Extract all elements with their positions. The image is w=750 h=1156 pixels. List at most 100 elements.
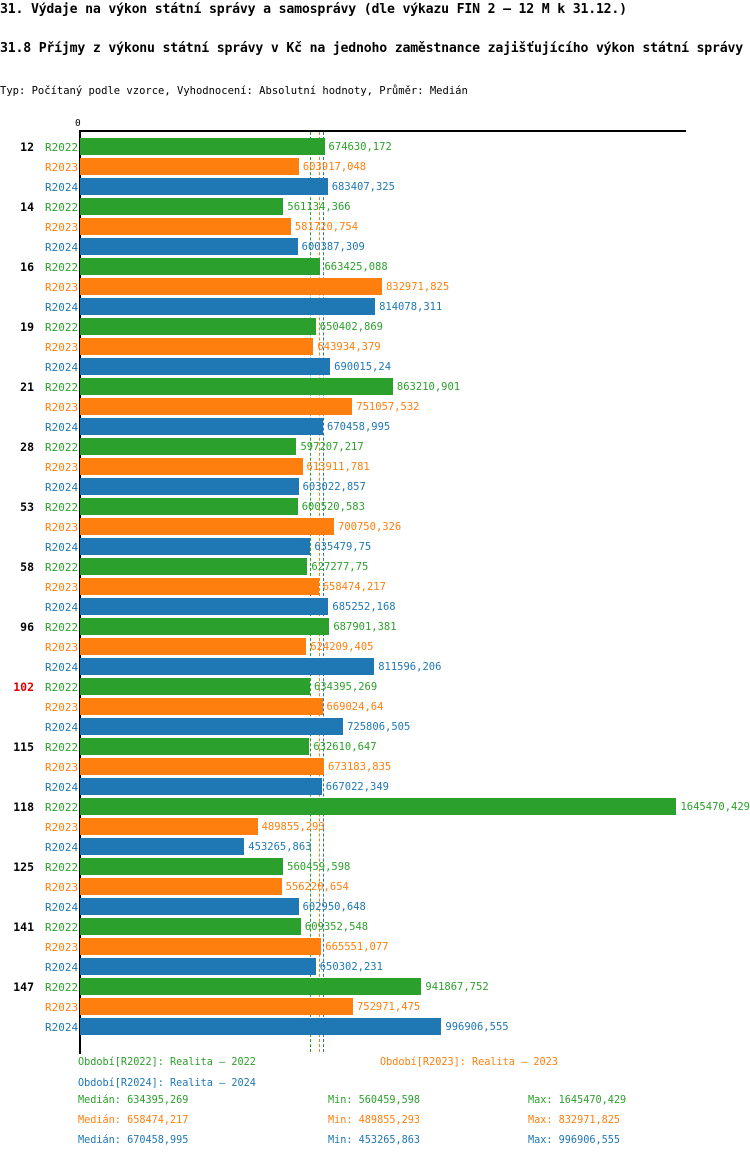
bar-r2022[interactable]: [80, 858, 284, 875]
series-label-r2022[interactable]: R2022: [45, 621, 79, 634]
bar-r2022[interactable]: [80, 198, 284, 215]
series-label-r2022[interactable]: R2022: [45, 861, 79, 874]
series-label-r2023[interactable]: R2023: [45, 761, 79, 774]
legend-item-r2024[interactable]: Období[R2024]: Realita – 2024: [78, 1078, 256, 1089]
series-label-r2022[interactable]: R2022: [45, 801, 79, 814]
series-label-r2022[interactable]: R2022: [45, 141, 79, 154]
bar-r2022[interactable]: [80, 978, 422, 995]
series-label-r2024[interactable]: R2024: [45, 541, 79, 554]
series-label-r2024[interactable]: R2024: [45, 421, 79, 434]
bar-r2024[interactable]: [80, 838, 245, 855]
group-label[interactable]: 12: [20, 140, 34, 154]
group-label[interactable]: 147: [13, 980, 34, 994]
bar-r2023[interactable]: [80, 758, 325, 775]
series-label-r2024[interactable]: R2024: [45, 301, 79, 314]
bar-r2023[interactable]: [80, 998, 353, 1015]
group-label[interactable]: 53: [20, 500, 34, 514]
series-label-r2023[interactable]: R2023: [45, 401, 79, 414]
series-label-r2023[interactable]: R2023: [45, 521, 79, 534]
bar-r2022[interactable]: [80, 438, 297, 455]
group-label[interactable]: 14: [20, 200, 34, 214]
bar-r2023[interactable]: [80, 638, 307, 655]
group-label[interactable]: 21: [20, 380, 34, 394]
group-label[interactable]: 141: [13, 920, 34, 934]
series-label-r2022[interactable]: R2022: [45, 921, 79, 934]
series-label-r2022[interactable]: R2022: [45, 381, 79, 394]
bar-r2023[interactable]: [80, 938, 322, 955]
series-label-r2023[interactable]: R2023: [45, 941, 79, 954]
bar-r2022[interactable]: [80, 798, 677, 815]
bar-r2023[interactable]: [80, 338, 314, 355]
bar-r2024[interactable]: [80, 658, 375, 675]
bar-r2023[interactable]: [80, 158, 299, 175]
series-label-r2022[interactable]: R2022: [45, 261, 79, 274]
bar-r2022[interactable]: [80, 498, 298, 515]
bar-r2024[interactable]: [80, 298, 376, 315]
legend-item-r2023[interactable]: Období[R2023]: Realita – 2023: [380, 1057, 558, 1068]
series-label-r2022[interactable]: R2022: [45, 501, 79, 514]
series-label-r2024[interactable]: R2024: [45, 601, 79, 614]
bar-r2024[interactable]: [80, 358, 331, 375]
bar-r2024[interactable]: [80, 898, 299, 915]
series-label-r2024[interactable]: R2024: [45, 181, 79, 194]
group-label[interactable]: 125: [13, 860, 34, 874]
series-label-r2024[interactable]: R2024: [45, 241, 79, 254]
bar-r2024[interactable]: [80, 238, 298, 255]
bar-r2022[interactable]: [80, 918, 301, 935]
bar-r2023[interactable]: [80, 818, 258, 835]
series-label-r2022[interactable]: R2022: [45, 741, 79, 754]
series-label-r2022[interactable]: R2022: [45, 321, 79, 334]
series-label-r2024[interactable]: R2024: [45, 781, 79, 794]
bar-r2023[interactable]: [80, 398, 353, 415]
bar-r2024[interactable]: [80, 478, 299, 495]
bar-r2022[interactable]: [80, 558, 308, 575]
series-label-r2022[interactable]: R2022: [45, 981, 79, 994]
bar-r2022[interactable]: [80, 678, 310, 695]
bar-r2024[interactable]: [80, 598, 329, 615]
series-label-r2023[interactable]: R2023: [45, 221, 79, 234]
bar-r2024[interactable]: [80, 538, 311, 555]
series-label-r2024[interactable]: R2024: [45, 481, 79, 494]
series-label-r2023[interactable]: R2023: [45, 701, 79, 714]
bar-r2023[interactable]: [80, 578, 319, 595]
bar-r2022[interactable]: [80, 258, 321, 275]
group-label[interactable]: 19: [20, 320, 34, 334]
series-label-r2022[interactable]: R2022: [45, 441, 79, 454]
group-label[interactable]: 102: [13, 680, 34, 694]
bar-r2022[interactable]: [80, 318, 316, 335]
group-label[interactable]: 58: [20, 560, 34, 574]
bar-r2023[interactable]: [80, 698, 323, 715]
series-label-r2023[interactable]: R2023: [45, 281, 79, 294]
bar-r2024[interactable]: [80, 958, 316, 975]
bar-r2023[interactable]: [80, 518, 335, 535]
series-label-r2023[interactable]: R2023: [45, 161, 79, 174]
bar-r2024[interactable]: [80, 718, 344, 735]
series-label-r2022[interactable]: R2022: [45, 201, 79, 214]
series-label-r2024[interactable]: R2024: [45, 841, 79, 854]
series-label-r2023[interactable]: R2023: [45, 881, 79, 894]
bar-r2024[interactable]: [80, 1018, 442, 1035]
legend-item-r2022[interactable]: Období[R2022]: Realita – 2022: [78, 1057, 256, 1068]
series-label-r2024[interactable]: R2024: [45, 721, 79, 734]
bar-r2024[interactable]: [80, 178, 328, 195]
group-label[interactable]: 16: [20, 260, 34, 274]
bar-r2023[interactable]: [80, 458, 303, 475]
series-label-r2024[interactable]: R2024: [45, 961, 79, 974]
bar-r2023[interactable]: [80, 878, 282, 895]
bar-r2024[interactable]: [80, 418, 324, 435]
bar-r2022[interactable]: [80, 378, 393, 395]
bar-r2024[interactable]: [80, 778, 322, 795]
group-label[interactable]: 28: [20, 440, 34, 454]
bar-r2023[interactable]: [80, 218, 291, 235]
bar-r2023[interactable]: [80, 278, 382, 295]
bar-r2022[interactable]: [80, 138, 325, 155]
series-label-r2024[interactable]: R2024: [45, 661, 79, 674]
series-label-r2023[interactable]: R2023: [45, 821, 79, 834]
series-label-r2024[interactable]: R2024: [45, 901, 79, 914]
series-label-r2022[interactable]: R2022: [45, 561, 79, 574]
group-label[interactable]: 118: [13, 800, 34, 814]
group-label[interactable]: 96: [20, 620, 34, 634]
group-label[interactable]: 115: [13, 740, 34, 754]
series-label-r2023[interactable]: R2023: [45, 461, 79, 474]
bar-r2022[interactable]: [80, 618, 330, 635]
